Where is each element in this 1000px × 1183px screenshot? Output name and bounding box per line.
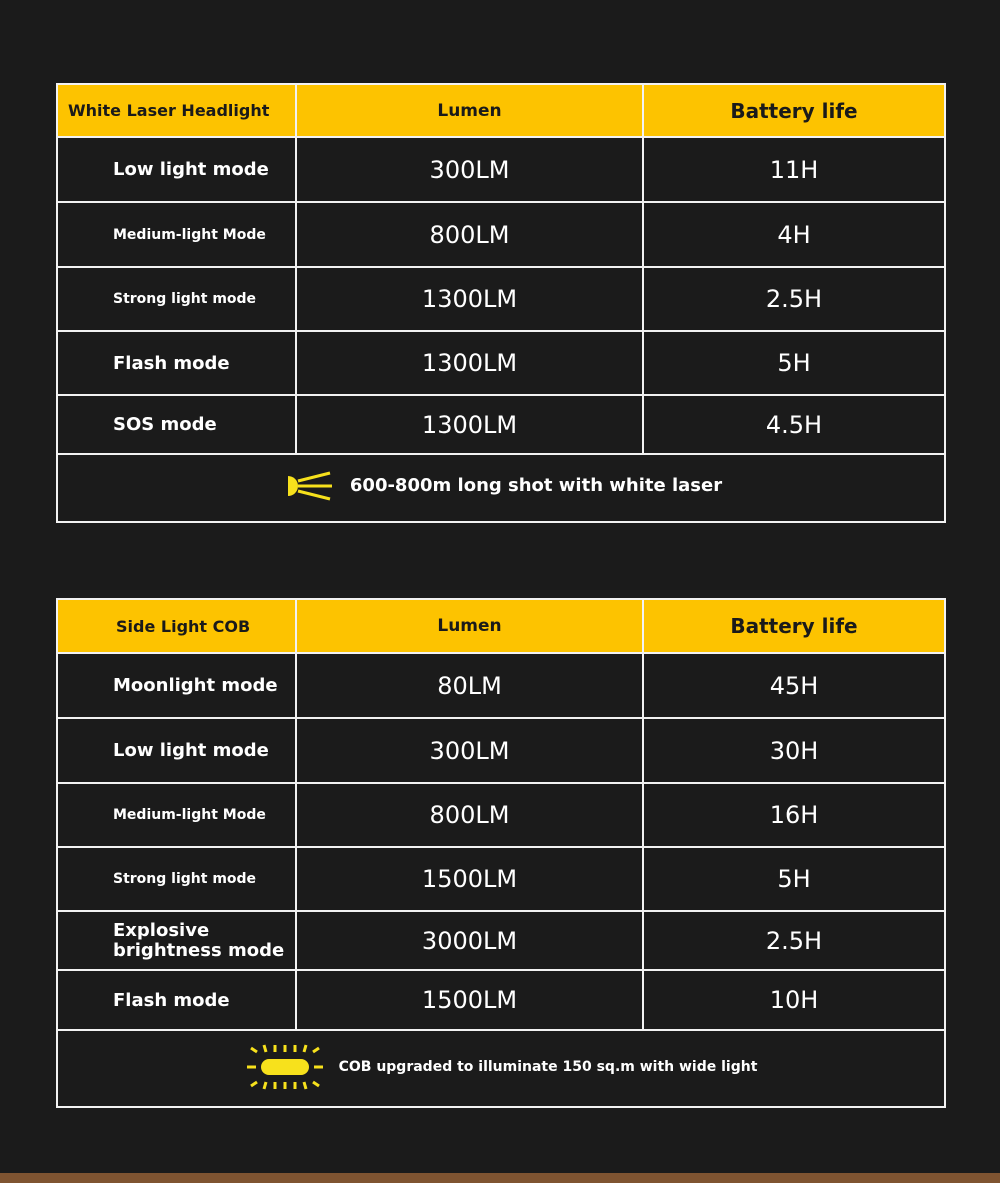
battery-value: 11H	[642, 136, 946, 203]
lumen-value: 3000LM	[295, 910, 644, 971]
table-row: Low light mode 300LM 30H	[56, 717, 946, 784]
battery-value: 10H	[642, 969, 946, 1031]
table-row: Flash mode 1500LM 10H	[56, 969, 946, 1031]
battery-header: Battery life	[642, 83, 946, 138]
lumen-value: 800LM	[295, 782, 644, 848]
cob-light-icon	[246, 1044, 323, 1089]
bottom-bar	[0, 1173, 1000, 1183]
mode-label: Low light mode	[56, 717, 297, 784]
mode-label: Low light mode	[56, 136, 297, 203]
table-footer: COB upgraded to illuminate 150 sq.m with…	[56, 1029, 946, 1108]
lumen-header: Lumen	[295, 598, 644, 654]
battery-value: 4.5H	[642, 394, 946, 455]
mode-label: Medium-light Mode	[56, 201, 297, 268]
table-title: Side Light COB	[56, 598, 297, 654]
battery-value: 5H	[642, 330, 946, 396]
mode-label: Flash mode	[56, 969, 297, 1031]
mode-label: Moonlight mode	[56, 652, 297, 719]
battery-value: 2.5H	[642, 266, 946, 332]
table-row: Flash mode 1300LM 5H	[56, 330, 946, 396]
table-row: Medium-light Mode 800LM 4H	[56, 201, 946, 268]
table-row: Moonlight mode 80LM 45H	[56, 652, 946, 719]
table-row: Explosive brightness mode 3000LM 2.5H	[56, 910, 946, 971]
mode-label: Medium-light Mode	[56, 782, 297, 848]
battery-value: 4H	[642, 201, 946, 268]
lumen-value: 1300LM	[295, 330, 644, 396]
mode-label: Strong light mode	[56, 846, 297, 912]
white-laser-table: White Laser Headlight Lumen Battery life L…	[56, 83, 946, 523]
lumen-value: 80LM	[295, 652, 644, 719]
battery-value: 30H	[642, 717, 946, 784]
lumen-value: 1500LM	[295, 969, 644, 1031]
mode-label: Strong light mode	[56, 266, 297, 332]
lumen-header: Lumen	[295, 83, 644, 138]
mode-label: Explosive brightness mode	[56, 910, 297, 971]
side-light-cob-table: Side Light COB Lumen Battery life Moonligh…	[56, 598, 946, 1108]
footer-text: 600-800m long shot with white laser	[349, 475, 723, 496]
table-row: Strong light mode 1500LM 5H	[56, 846, 946, 912]
lumen-value: 300LM	[295, 136, 644, 203]
table-row: Medium-light Mode 800LM 16H	[56, 782, 946, 848]
lumen-value: 300LM	[295, 717, 644, 784]
battery-value: 5H	[642, 846, 946, 912]
mode-label: SOS mode	[56, 394, 297, 455]
battery-header: Battery life	[642, 598, 946, 654]
table-title: White Laser Headlight	[56, 83, 297, 138]
footer-text: COB upgraded to illuminate 150 sq.m with…	[338, 1058, 758, 1075]
laser-beam-icon	[287, 471, 332, 500]
table-row: Strong light mode 1300LM 2.5H	[56, 266, 946, 332]
table-footer: 600-800m long shot with white laser	[56, 453, 946, 523]
lumen-value: 800LM	[295, 201, 644, 268]
battery-value: 2.5H	[642, 910, 946, 971]
mode-label: Flash mode	[56, 330, 297, 396]
lumen-value: 1300LM	[295, 394, 644, 455]
lumen-value: 1500LM	[295, 846, 644, 912]
table-row: Low light mode 300LM 11H	[56, 136, 946, 203]
lumen-value: 1300LM	[295, 266, 644, 332]
battery-value: 45H	[642, 652, 946, 719]
battery-value: 16H	[642, 782, 946, 848]
table-row: SOS mode 1300LM 4.5H	[56, 394, 946, 455]
